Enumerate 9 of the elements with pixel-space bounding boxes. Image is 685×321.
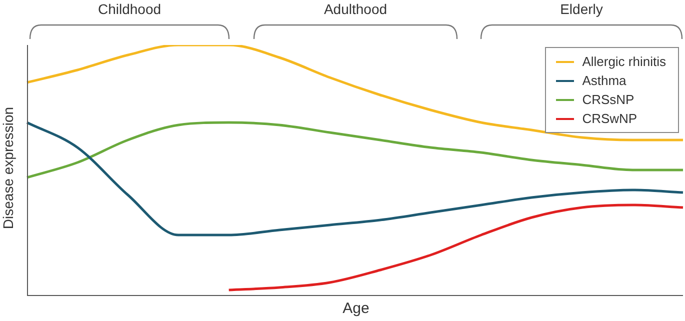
y-axis-title: Disease expression <box>0 106 16 232</box>
legend-label: CRSsNP <box>582 92 634 107</box>
legend-label: CRSwNP <box>582 111 638 126</box>
legend-label: Allergic rhinitis <box>582 54 666 69</box>
text: Elderly <box>559 1 604 17</box>
text: Adulthood <box>322 1 388 17</box>
x-axis-title: Age <box>342 300 370 317</box>
legend-label: Asthma <box>582 73 626 88</box>
text: Childhood <box>96 1 162 17</box>
